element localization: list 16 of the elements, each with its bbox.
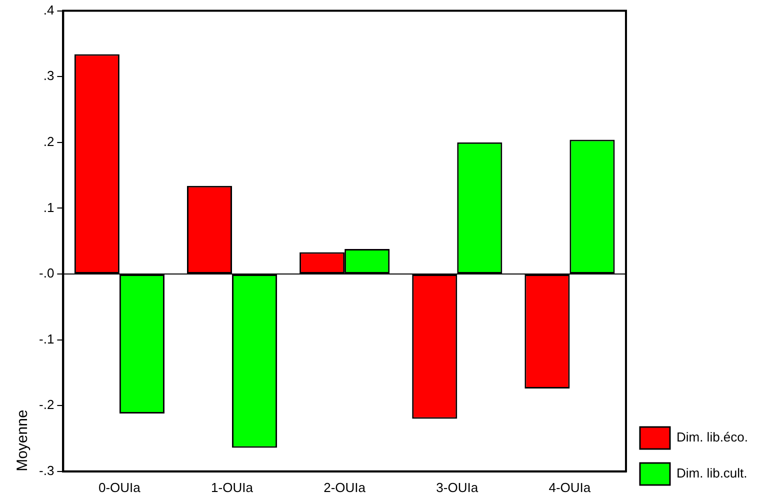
y-tick-label: .4 [43,2,54,18]
legend-label: Dim. lib.cult. [676,466,748,481]
y-tick-label: .3 [43,68,54,84]
x-tick-label: 4-OUIa [548,480,592,495]
x-tick-label: 0-OUIa [98,480,142,495]
y-tick-label: -.2 [39,397,54,412]
y-tick-label: -.3 [39,462,54,478]
x-tick-label: 3-OUIa [436,480,479,495]
y-tick-label: .1 [43,200,54,215]
x-tick-label: 2-OUIa [324,480,366,495]
y-axis-title: Moyenne [14,410,32,472]
y-tick-label: -.1 [39,331,54,346]
legend-label: Dim. lib.éco. [676,430,748,445]
x-tick-label: 1-OUIa [211,480,254,495]
y-tick-label: -.0 [39,266,54,281]
y-tick-label: .2 [43,134,54,149]
